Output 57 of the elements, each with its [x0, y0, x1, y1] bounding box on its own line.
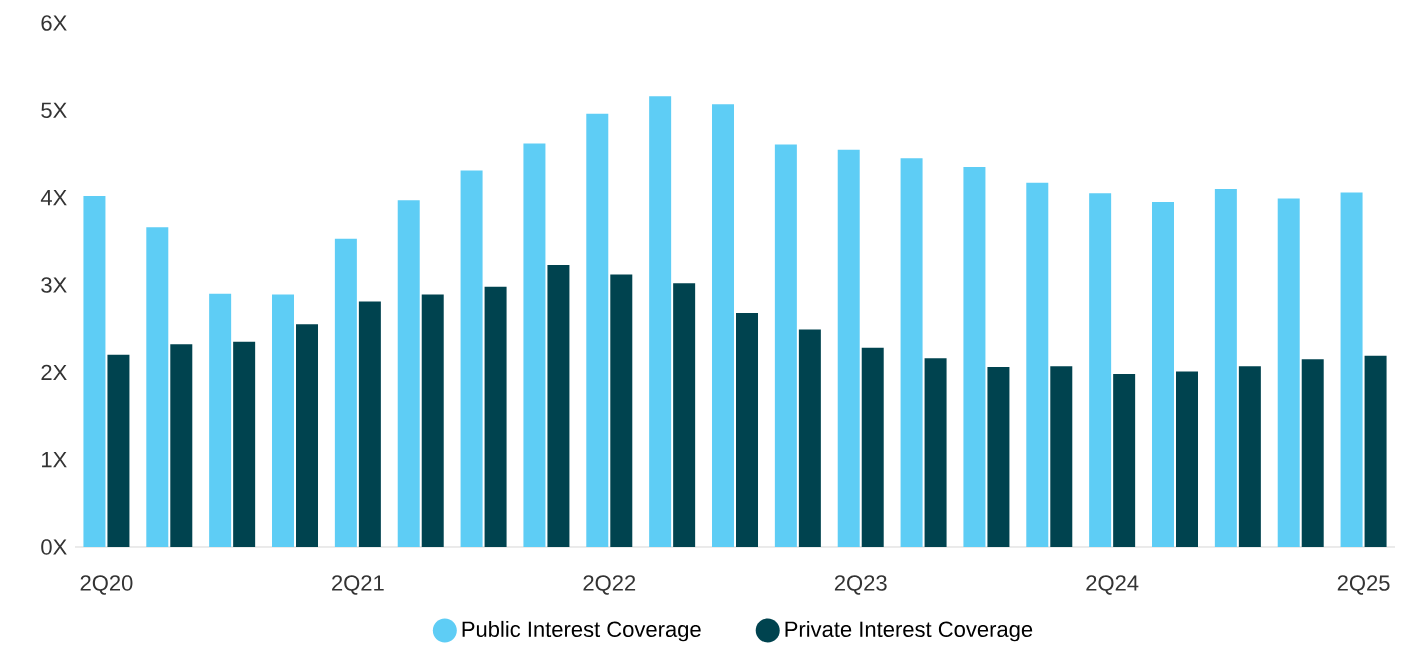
bar: [1214, 188, 1237, 547]
y-tick-label: 4X: [40, 190, 67, 206]
bar: [1026, 182, 1049, 547]
bar: [673, 283, 696, 547]
bar: [523, 143, 546, 547]
bar: [209, 293, 232, 547]
x-tick-label: 2Q21: [332, 575, 384, 595]
bar: [358, 301, 381, 547]
y-tick-label: 6X: [41, 15, 67, 31]
bar: [1340, 192, 1363, 547]
bar: [774, 144, 797, 547]
bar: [736, 312, 759, 547]
bar: [1238, 366, 1261, 547]
bar: [334, 238, 357, 547]
bar: [987, 367, 1010, 547]
bar: [900, 158, 923, 547]
bar: [107, 354, 130, 547]
x-tick-label: 2Q23: [834, 575, 887, 595]
bar: [460, 170, 483, 547]
bar: [837, 149, 860, 547]
bar: [1277, 198, 1300, 547]
y-tick-label: 0X: [41, 539, 67, 555]
bar: [649, 96, 672, 547]
bar: [712, 104, 735, 547]
bar: [397, 200, 420, 547]
bar: [610, 274, 633, 547]
x-tick-label: 2Q22: [583, 575, 636, 595]
y-tick-label: 3X: [41, 277, 67, 293]
bar: [586, 113, 609, 547]
legend-label: Private Interest Coverage: [785, 620, 1033, 642]
legend-label: Public Interest Coverage: [462, 620, 701, 642]
bar: [421, 294, 444, 547]
x-tick-label: 2Q24: [1086, 575, 1139, 595]
bar: [963, 167, 986, 547]
y-tick-label: 5X: [41, 102, 67, 119]
bar: [1050, 366, 1073, 547]
bar: [272, 294, 295, 547]
bar: [1364, 355, 1387, 547]
bar: [1176, 371, 1198, 547]
bar: [1113, 374, 1136, 547]
x-tick-label: 2Q20: [80, 575, 133, 595]
bar: [233, 341, 256, 547]
bar: [296, 324, 319, 547]
bar: [861, 347, 884, 547]
bar: [170, 344, 193, 547]
bar: [1089, 193, 1112, 547]
bar: [924, 358, 947, 547]
bar: [146, 227, 169, 547]
y-tick-label: 1X: [42, 452, 67, 468]
bar: [1152, 202, 1174, 547]
bar: [547, 264, 570, 547]
bar: [1301, 359, 1324, 547]
x-tick-label: 2Q25: [1337, 575, 1390, 595]
bar: [484, 286, 507, 547]
y-tick-label: 2X: [41, 364, 67, 380]
bar: [83, 195, 106, 547]
bar: [798, 329, 821, 547]
